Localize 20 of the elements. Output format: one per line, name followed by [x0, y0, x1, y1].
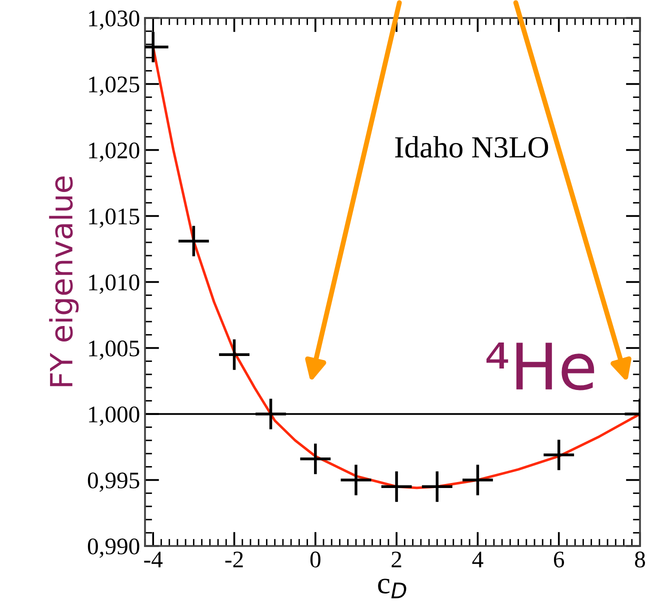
y-tick-label: 1,020 [89, 142, 140, 162]
x-tick-label: -4 [144, 552, 163, 568]
x-axis-title: c$_{D}$ [378, 578, 406, 598]
x-tick-label: 2 [392, 552, 402, 568]
y-tick-label: 1,005 [89, 340, 140, 360]
annotation: Idaho N3LO [395, 136, 548, 158]
y-tick-label: 1,010 [89, 274, 140, 294]
y-tick-label: 1,025 [89, 76, 140, 96]
x-tick-label: -2 [225, 552, 243, 568]
y-tick-label: 1,015 [89, 208, 140, 228]
annotation: ⁴He [486, 342, 594, 390]
y-tick-label: 0,990 [88, 538, 140, 558]
y-tick-label: 1,030 [89, 10, 140, 30]
x-tick-label: 4 [472, 552, 484, 568]
y-tick-label: 1,000 [89, 406, 140, 426]
x-tick-label: 0 [310, 552, 320, 568]
x-tick-label: 6 [554, 552, 564, 568]
y-tick-label: 0,995 [88, 472, 140, 492]
x-tick-label: 8 [634, 552, 646, 568]
y-axis-title: FY eigenvalue [49, 176, 79, 386]
